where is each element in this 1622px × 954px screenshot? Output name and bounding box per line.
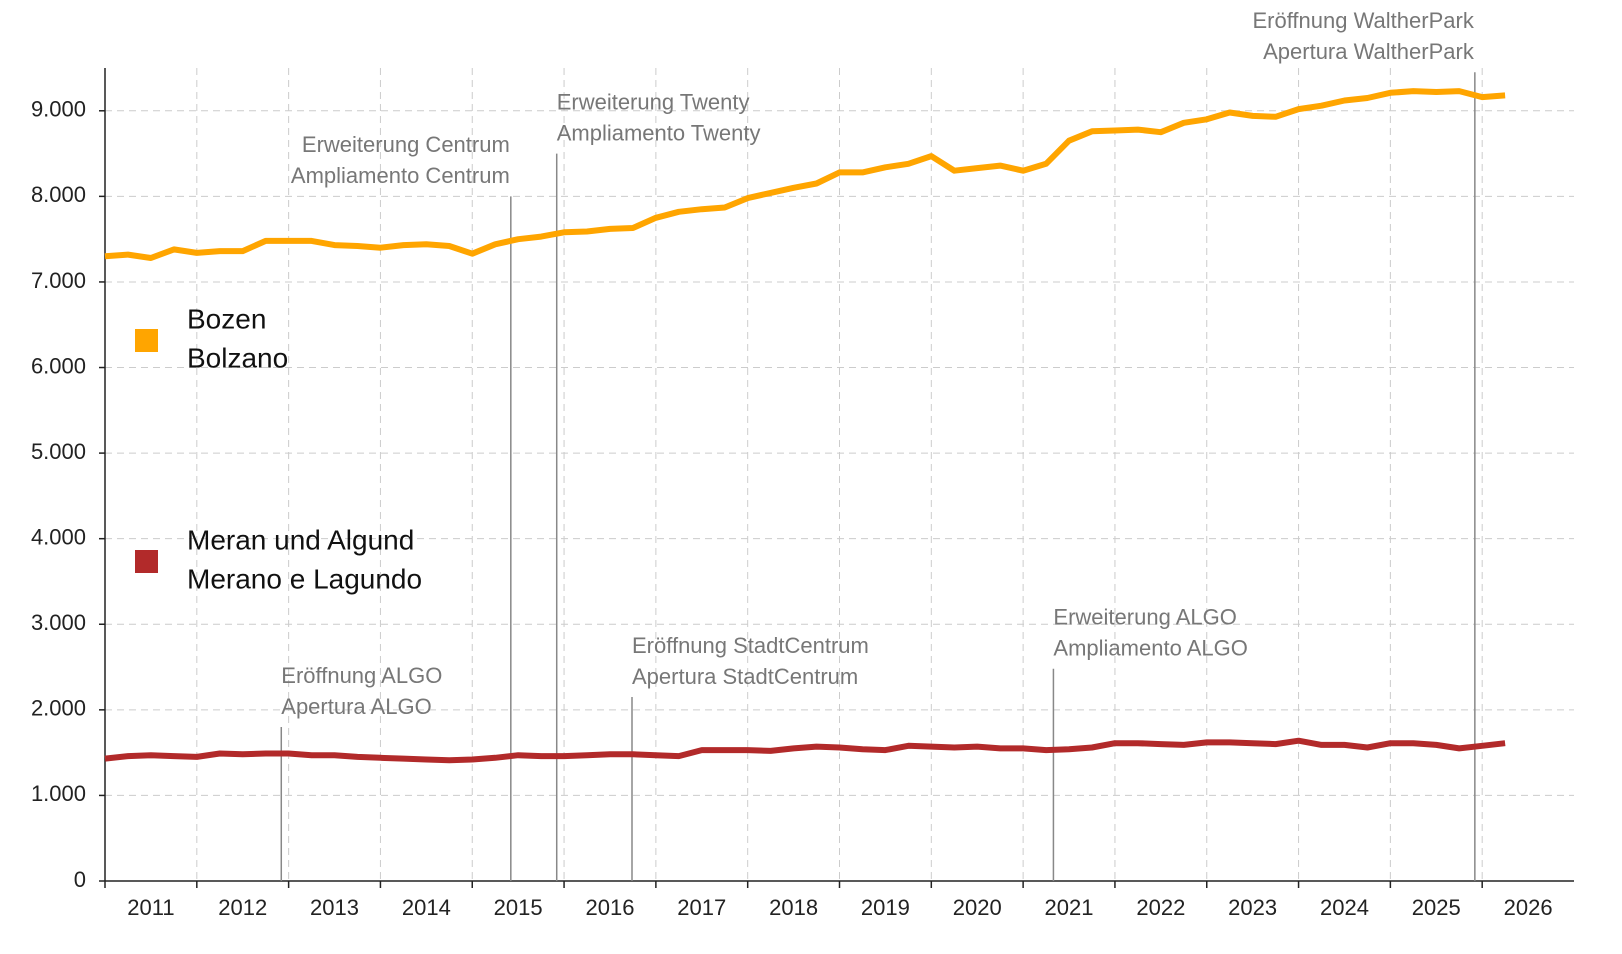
x-tick-label: 2016 <box>585 895 634 920</box>
x-tick-label: 2012 <box>218 895 267 920</box>
y-tick-label: 8.000 <box>31 182 86 207</box>
x-tick-label: 2021 <box>1045 895 1094 920</box>
annotation-text: Erweiterung ALGO <box>1053 605 1236 630</box>
annotation-text: Eröffnung StadtCentrum <box>632 633 869 658</box>
legend-label: Bolzano <box>187 342 288 373</box>
y-tick-label: 2.000 <box>31 696 86 721</box>
annotation-text: Apertura StadtCentrum <box>632 664 858 689</box>
x-tick-label: 2019 <box>861 895 910 920</box>
x-tick-label: 2014 <box>402 895 451 920</box>
annotation-text: Ampliamento Centrum <box>291 163 510 188</box>
y-tick-label: 1.000 <box>31 781 86 806</box>
annotation-text: Eröffnung ALGO <box>281 663 442 688</box>
legend-label: Meran und Algund <box>187 524 414 555</box>
y-tick-label: 0 <box>74 867 86 892</box>
y-tick-label: 3.000 <box>31 610 86 635</box>
x-tick-label: 2013 <box>310 895 359 920</box>
legend-swatch <box>135 550 158 573</box>
annotation-text: Erweiterung Centrum <box>302 132 510 157</box>
legend-label: Merano e Lagundo <box>187 563 422 594</box>
x-tick-label: 2015 <box>494 895 543 920</box>
annotation-text: Apertura ALGO <box>281 694 431 719</box>
x-tick-label: 2011 <box>127 895 174 920</box>
annotation-text: Ampliamento Twenty <box>557 120 761 145</box>
y-tick-label: 4.000 <box>31 524 86 549</box>
annotation-text: Eröffnung WaltherPark <box>1252 8 1474 33</box>
x-tick-label: 2024 <box>1320 895 1369 920</box>
y-tick-label: 9.000 <box>31 97 86 122</box>
y-tick-label: 7.000 <box>31 268 86 293</box>
series-line <box>104 88 1506 261</box>
x-tick-label: 2025 <box>1412 895 1461 920</box>
x-tick-label: 2026 <box>1504 895 1553 920</box>
series-line <box>104 737 1506 764</box>
x-tick-label: 2020 <box>953 895 1002 920</box>
annotation-text: Apertura WaltherPark <box>1263 39 1475 64</box>
x-tick-label: 2022 <box>1136 895 1185 920</box>
y-tick-label: 6.000 <box>31 353 86 378</box>
legend-swatch <box>135 329 158 352</box>
x-tick-label: 2017 <box>677 895 726 920</box>
annotation-text: Erweiterung Twenty <box>557 89 750 114</box>
x-tick-label: 2018 <box>769 895 818 920</box>
y-tick-label: 5.000 <box>31 439 86 464</box>
x-tick-label: 2023 <box>1228 895 1277 920</box>
legend-label: Bozen <box>187 303 266 334</box>
annotation-text: Ampliamento ALGO <box>1053 636 1247 661</box>
